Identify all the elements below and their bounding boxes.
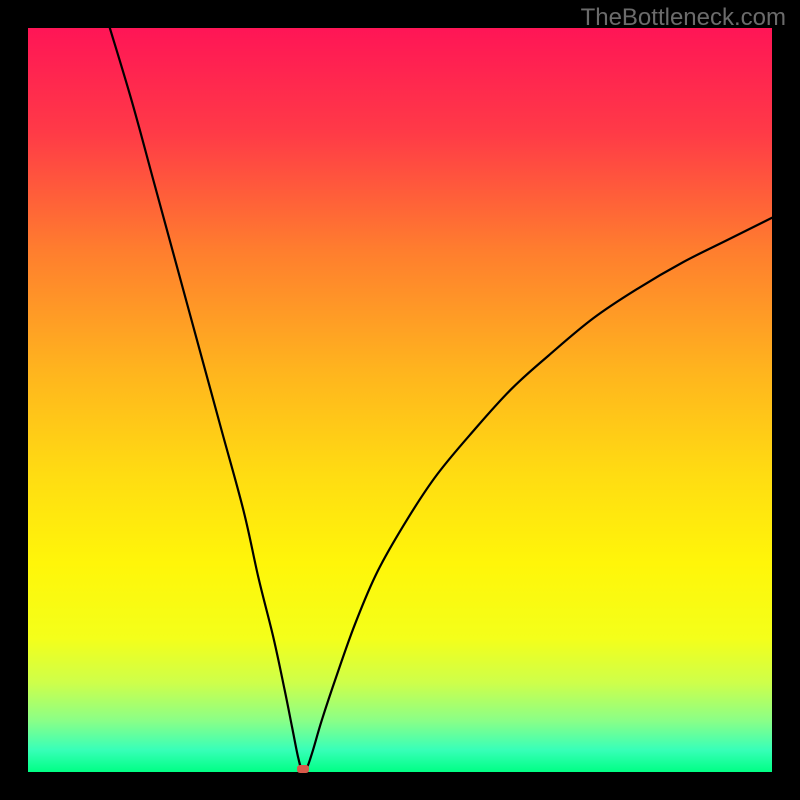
optimum-marker bbox=[297, 765, 309, 773]
plot-area bbox=[28, 28, 772, 772]
watermark-text: TheBottleneck.com bbox=[581, 4, 786, 32]
figure-canvas: TheBottleneck.com bbox=[0, 0, 800, 800]
bottleneck-curve bbox=[28, 28, 772, 772]
